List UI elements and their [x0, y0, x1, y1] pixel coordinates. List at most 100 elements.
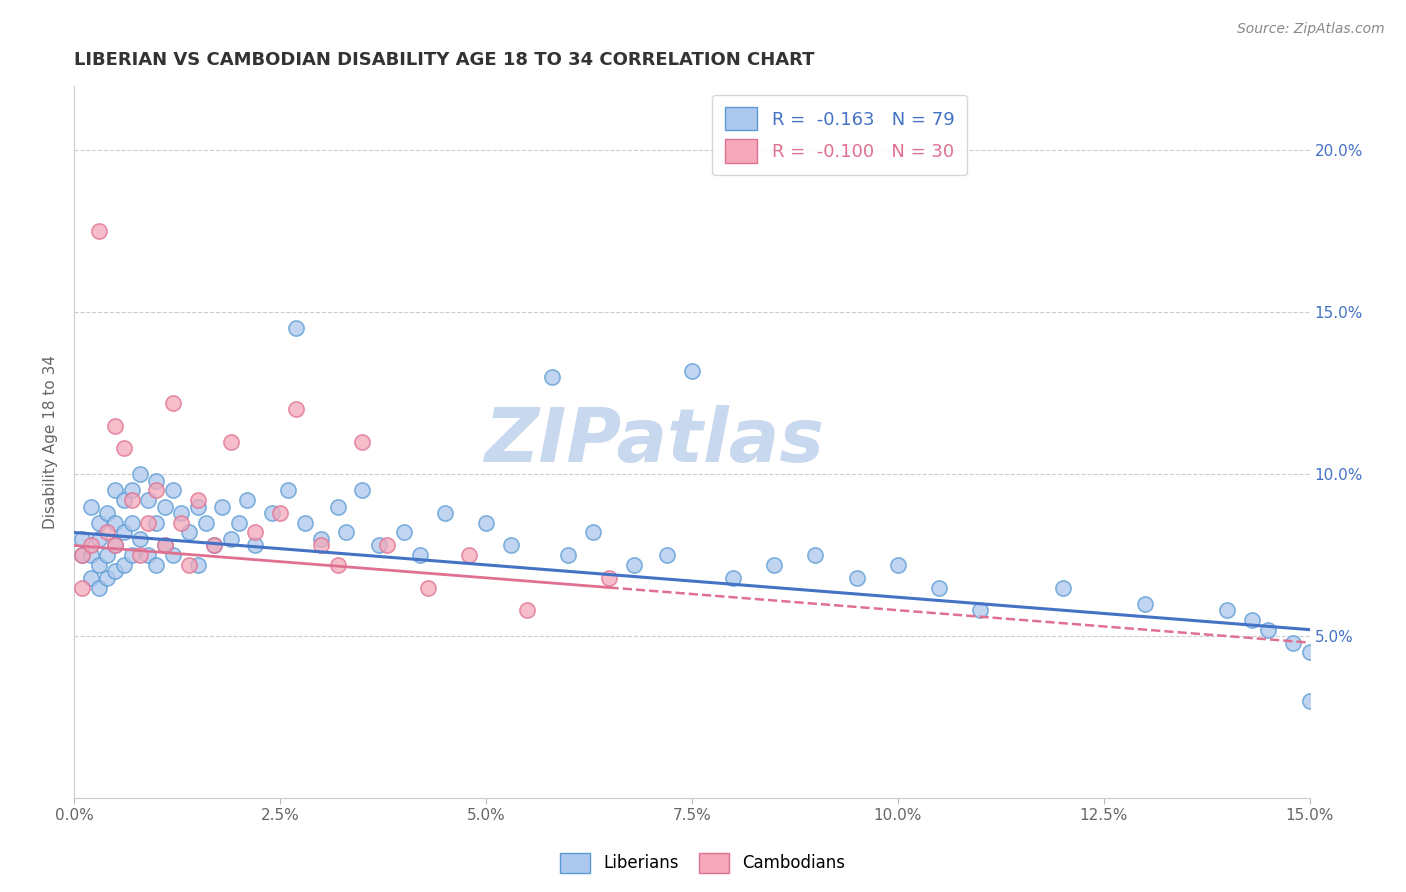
Point: [721, 571, 744, 585]
Point: [72, 548, 94, 562]
Point: [516, 603, 538, 617]
Point: [285, 402, 308, 417]
Point: [409, 548, 432, 562]
Point: [236, 493, 259, 508]
Point: [79, 500, 101, 514]
Point: [153, 500, 176, 514]
Point: [392, 525, 415, 540]
Point: [1298, 645, 1320, 659]
Point: [104, 538, 127, 552]
Point: [79, 538, 101, 552]
Point: [72, 548, 94, 562]
Point: [136, 548, 159, 562]
Point: [145, 483, 167, 498]
Point: [96, 548, 118, 562]
Point: [96, 506, 118, 520]
Point: [245, 538, 267, 552]
Point: [681, 363, 703, 377]
Point: [87, 558, 110, 572]
Point: [1282, 635, 1305, 649]
Point: [433, 506, 456, 520]
Point: [162, 396, 184, 410]
Point: [79, 548, 101, 562]
Point: [1052, 581, 1074, 595]
Point: [309, 538, 332, 552]
Point: [145, 558, 167, 572]
Point: [187, 493, 209, 508]
Point: [763, 558, 786, 572]
Point: [326, 558, 349, 572]
Point: [87, 224, 110, 238]
Legend: R =  -0.163   N = 79, R =  -0.100   N = 30: R = -0.163 N = 79, R = -0.100 N = 30: [711, 95, 967, 175]
Point: [845, 571, 868, 585]
Point: [219, 434, 242, 449]
Point: [540, 370, 562, 384]
Point: [121, 493, 143, 508]
Point: [104, 516, 127, 530]
Point: [87, 532, 110, 546]
Point: [475, 516, 498, 530]
Point: [112, 442, 135, 456]
Point: [928, 581, 950, 595]
Y-axis label: Disability Age 18 to 34: Disability Age 18 to 34: [44, 355, 58, 529]
Point: [309, 532, 332, 546]
Point: [72, 532, 94, 546]
Point: [112, 558, 135, 572]
Point: [1133, 597, 1156, 611]
Point: [219, 532, 242, 546]
Point: [162, 548, 184, 562]
Text: Source: ZipAtlas.com: Source: ZipAtlas.com: [1237, 22, 1385, 37]
Point: [179, 525, 201, 540]
Point: [202, 538, 225, 552]
Point: [153, 538, 176, 552]
Point: [582, 525, 605, 540]
Point: [136, 493, 159, 508]
Point: [657, 548, 679, 562]
Point: [375, 538, 398, 552]
Point: [804, 548, 827, 562]
Text: LIBERIAN VS CAMBODIAN DISABILITY AGE 18 TO 34 CORRELATION CHART: LIBERIAN VS CAMBODIAN DISABILITY AGE 18 …: [75, 51, 814, 69]
Point: [458, 548, 481, 562]
Point: [294, 516, 316, 530]
Point: [598, 571, 620, 585]
Point: [170, 516, 193, 530]
Point: [335, 525, 357, 540]
Point: [228, 516, 250, 530]
Point: [260, 506, 283, 520]
Point: [277, 483, 299, 498]
Point: [145, 516, 167, 530]
Point: [104, 483, 127, 498]
Point: [87, 581, 110, 595]
Point: [285, 321, 308, 335]
Point: [367, 538, 389, 552]
Point: [79, 571, 101, 585]
Point: [153, 538, 176, 552]
Point: [96, 571, 118, 585]
Point: [87, 516, 110, 530]
Point: [887, 558, 910, 572]
Point: [129, 467, 152, 482]
Point: [96, 525, 118, 540]
Point: [326, 500, 349, 514]
Legend: Liberians, Cambodians: Liberians, Cambodians: [554, 847, 852, 880]
Point: [104, 418, 127, 433]
Point: [145, 474, 167, 488]
Point: [129, 532, 152, 546]
Point: [121, 516, 143, 530]
Point: [499, 538, 522, 552]
Point: [969, 603, 991, 617]
Point: [269, 506, 291, 520]
Point: [170, 506, 193, 520]
Point: [1298, 694, 1320, 708]
Point: [245, 525, 267, 540]
Point: [121, 548, 143, 562]
Point: [104, 538, 127, 552]
Point: [112, 493, 135, 508]
Point: [72, 581, 94, 595]
Point: [1216, 603, 1239, 617]
Point: [557, 548, 579, 562]
Point: [211, 500, 233, 514]
Point: [112, 525, 135, 540]
Point: [187, 500, 209, 514]
Point: [104, 565, 127, 579]
